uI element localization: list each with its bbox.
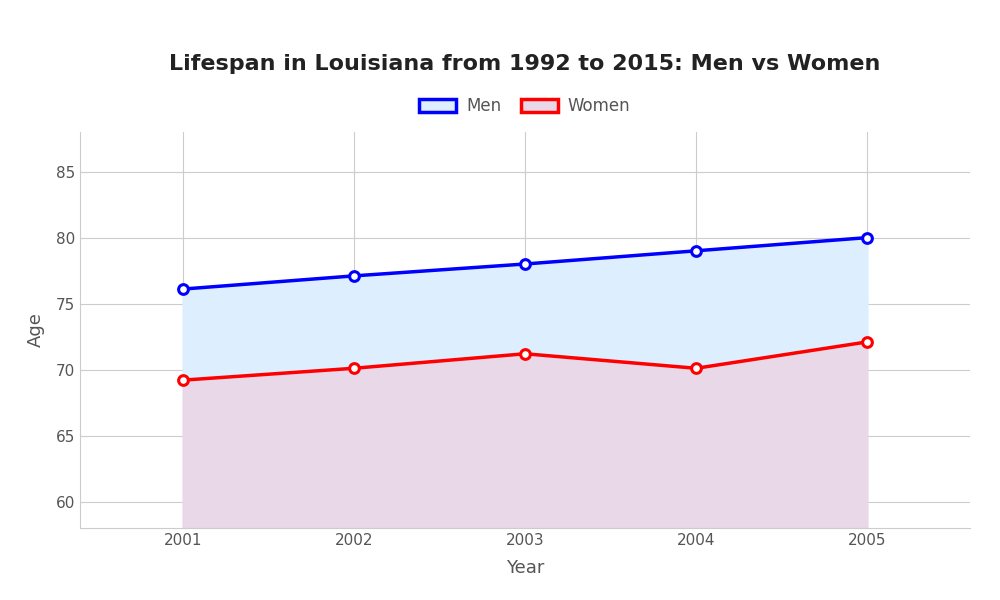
Legend: Men, Women: Men, Women — [411, 89, 639, 124]
Title: Lifespan in Louisiana from 1992 to 2015: Men vs Women: Lifespan in Louisiana from 1992 to 2015:… — [169, 53, 881, 73]
X-axis label: Year: Year — [506, 559, 544, 577]
Y-axis label: Age: Age — [27, 313, 45, 347]
